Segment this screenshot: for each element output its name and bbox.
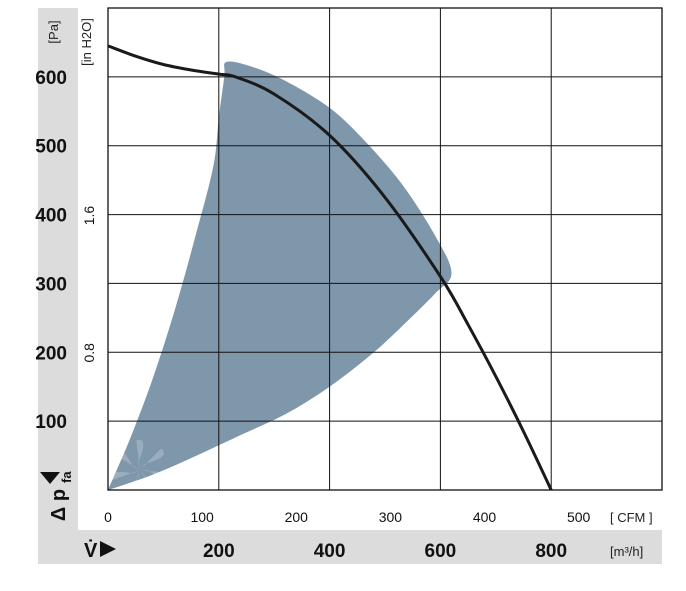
y-tick-label-400: 400 <box>35 206 67 227</box>
y-axis-symbol: Δ p <box>48 489 70 521</box>
x-axis-symbol: V̇ <box>84 538 98 562</box>
y-axis-arrow-icon <box>40 472 60 484</box>
logo-blade-icon <box>140 470 170 479</box>
operating-range-band-layer <box>108 61 452 491</box>
y-axis-subscript: fa <box>59 471 74 483</box>
fan-curve-layer <box>107 44 553 491</box>
y-unit-label: [Pa] <box>46 20 61 43</box>
x-tick-label-600: 600 <box>425 541 457 562</box>
logo-blade-icon <box>125 470 140 499</box>
logo-blade-icon <box>136 439 144 470</box>
logo-blade-icon <box>110 470 140 481</box>
fan-curve-line <box>107 44 553 491</box>
plot-frame <box>107 7 663 491</box>
x-alt-tick-label-300: 300 <box>379 509 403 525</box>
x-axis-band <box>38 530 662 564</box>
x-tick-label-400: 400 <box>314 541 346 562</box>
y-axis-title: Δ p fa <box>48 471 74 521</box>
y-axis-band <box>38 8 78 560</box>
x-alt-tick-label-0: 0 <box>104 509 112 525</box>
x-tick-label-800: 800 <box>535 541 567 562</box>
x-alt-unit-label: [ CFM ] <box>610 510 653 525</box>
tick-labels-layer: 100 200 300 400 500 600 0.8 1.6 200 400 600 800 0 100… <box>35 68 590 562</box>
logo-blade-icon <box>140 448 164 470</box>
y-alt-unit-label: [in H2O] <box>79 18 94 66</box>
y-alt-tick-label-1.6: 1.6 <box>81 206 97 226</box>
x-tick-label-200: 200 <box>203 541 235 562</box>
ventel-logo: ventel <box>110 439 280 499</box>
y-tick-label-200: 200 <box>35 343 67 364</box>
y-tick-label-600: 600 <box>35 68 67 89</box>
x-unit-label: [m³/h] <box>610 544 643 559</box>
y-tick-label-500: 500 <box>35 137 67 158</box>
x-alt-tick-label-500: 500 <box>567 509 591 525</box>
x-alt-tick-label-200: 200 <box>285 509 309 525</box>
y-tick-label-100: 100 <box>35 412 67 433</box>
grid-layer <box>108 8 662 490</box>
operating-range-band <box>108 61 452 491</box>
logo-blade-icon <box>114 450 140 470</box>
y-tick-label-300: 300 <box>35 274 67 295</box>
x-alt-tick-label-400: 400 <box>473 509 497 525</box>
logo-text: ventel <box>175 454 280 492</box>
y-alt-tick-label-0.8: 0.8 <box>81 343 97 363</box>
x-alt-tick-label-100: 100 <box>190 509 214 525</box>
x-axis-arrow-icon <box>100 541 116 557</box>
